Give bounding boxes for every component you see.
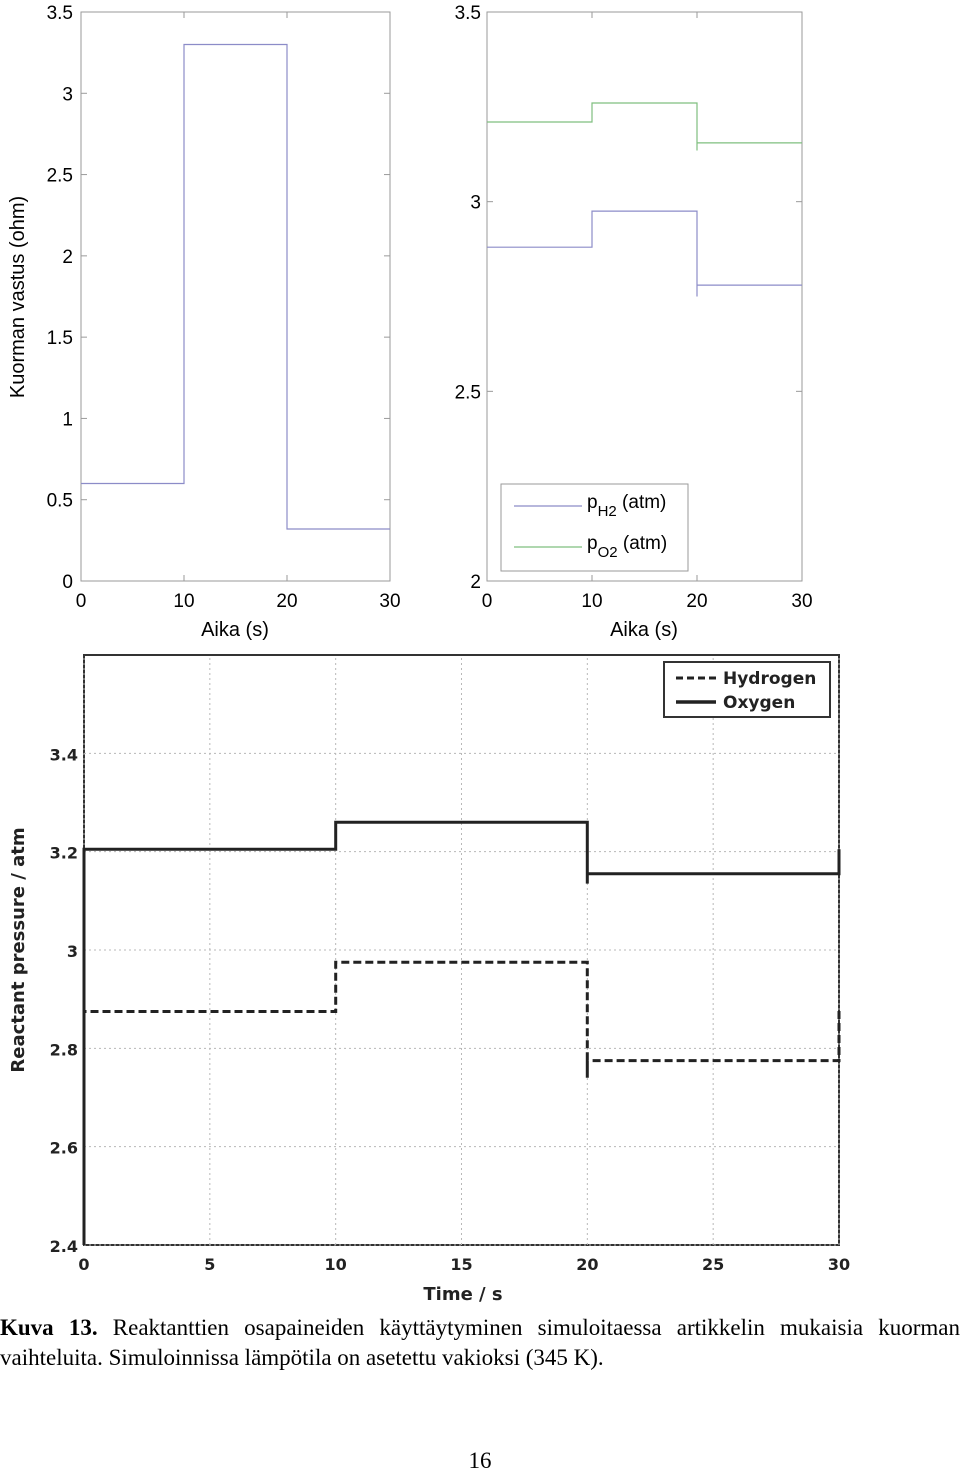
series-line-ph2	[487, 210, 802, 297]
legend-entry-po2: pO2 (atm)	[587, 533, 667, 561]
series-line-oxygen	[82, 820, 841, 1245]
y-tick-label: 3	[67, 942, 78, 961]
chart-partial-pressures: 2 2.5 3 3.5 0 10 20 30 Aika (s) pH2 (atm) pO2 …	[455, 3, 813, 641]
y-tick-label: 2	[470, 572, 481, 593]
series-line-po2	[487, 102, 802, 151]
x-tick-label: 0	[76, 591, 87, 612]
legend-entry-hydrogen: Hydrogen	[723, 669, 816, 689]
x-tick-label: 10	[581, 591, 602, 612]
legend: Hydrogen Oxygen	[663, 661, 831, 718]
x-tick-label: 25	[702, 1255, 724, 1274]
plot-frame	[80, 11, 391, 582]
y-tick-label: 3.2	[50, 844, 78, 863]
x-axis-label: Aika (s)	[201, 619, 269, 641]
x-tick-label: 0	[78, 1255, 89, 1274]
y-tick-label: 1.5	[47, 328, 73, 349]
x-axis-label: Time / s	[423, 1284, 502, 1305]
x-tick-label: 30	[791, 591, 812, 612]
chart-load-resistance: 0 0.5 1 1.5 2 2.5 3 3.5 0 10 20 30 Aika (s) Kuorma…	[7, 3, 401, 641]
y-tick-label: 2.8	[50, 1040, 78, 1059]
figure-canvas: 00.511.522.533.5 0 10 20 30 Aika (s) Kuorma…	[7, 3, 850, 1305]
x-tick-label: 20	[576, 1255, 598, 1274]
legend-box	[500, 483, 689, 572]
legend-entry-oxygen: Oxygen	[723, 693, 795, 713]
plot-frame	[486, 11, 803, 582]
x-tick-label: 30	[379, 591, 400, 612]
y-tick-label: 3.5	[455, 3, 481, 24]
x-tick-label: 30	[828, 1255, 850, 1274]
caption-label: Kuva 13.	[0, 1315, 98, 1340]
x-tick-label: 15	[450, 1255, 472, 1274]
legend-entry-ph2: pH2 (atm)	[587, 492, 666, 520]
x-tick-label: 5	[204, 1255, 215, 1274]
x-axis-label: Aika (s)	[610, 619, 678, 641]
caption-text: Reaktanttien osapaineiden käyttäytyminen…	[0, 1315, 960, 1370]
y-tick-label: 2.4	[50, 1237, 78, 1256]
y-tick-label: 0.5	[47, 491, 73, 512]
y-tick-label: 2.5	[47, 166, 73, 187]
x-tick-label: 20	[276, 591, 297, 612]
legend: pH2 (atm) pO2 (atm)	[500, 483, 689, 572]
y-axis-label: Kuorman vastus (ohm)	[7, 196, 29, 398]
y-axis-label: Reactant pressure / atm	[8, 827, 29, 1072]
y-tick-label: 1	[62, 409, 73, 430]
y-tick-label: 3.4	[50, 745, 78, 764]
series-line-load-resistance	[81, 43, 390, 530]
page-number: 16	[468, 1448, 492, 1473]
y-tick-label: 2	[62, 247, 73, 268]
figure-caption: Kuva 13. Reaktanttien osapaineiden käytt…	[0, 1313, 960, 1373]
y-tick-label: 3	[470, 193, 481, 214]
y-tick-label: 0	[62, 572, 73, 593]
y-tick-label: 2.6	[50, 1139, 78, 1158]
x-tick-label: 0	[482, 591, 493, 612]
x-tick-label: 10	[173, 591, 194, 612]
x-tick-label: 20	[686, 591, 707, 612]
y-tick-label: 3.5	[47, 3, 73, 24]
legend-box	[663, 661, 831, 718]
x-tick-label: 10	[325, 1255, 347, 1274]
chart-reactant-pressure: 2.4 2.6 2.8 3 3.2 3.4 0 5 10 15 20 25 30 Time / s R…	[8, 654, 850, 1305]
y-tick-label: 3	[62, 84, 73, 105]
y-tick-label: 2.5	[455, 382, 481, 403]
